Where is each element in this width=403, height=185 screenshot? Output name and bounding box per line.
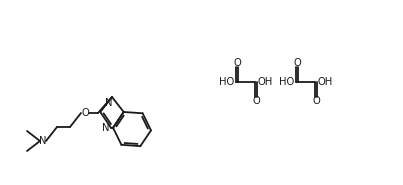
Text: N: N [39, 136, 47, 146]
Text: OH: OH [257, 77, 272, 87]
Text: N: N [104, 98, 112, 108]
Text: OH: OH [317, 77, 332, 87]
Text: HO: HO [219, 77, 234, 87]
Text: O: O [312, 96, 320, 106]
Text: O: O [233, 58, 241, 68]
Text: HO: HO [279, 77, 294, 87]
Text: O: O [293, 58, 301, 68]
Text: O: O [81, 108, 89, 118]
Text: N: N [102, 123, 110, 133]
Text: O: O [252, 96, 260, 106]
